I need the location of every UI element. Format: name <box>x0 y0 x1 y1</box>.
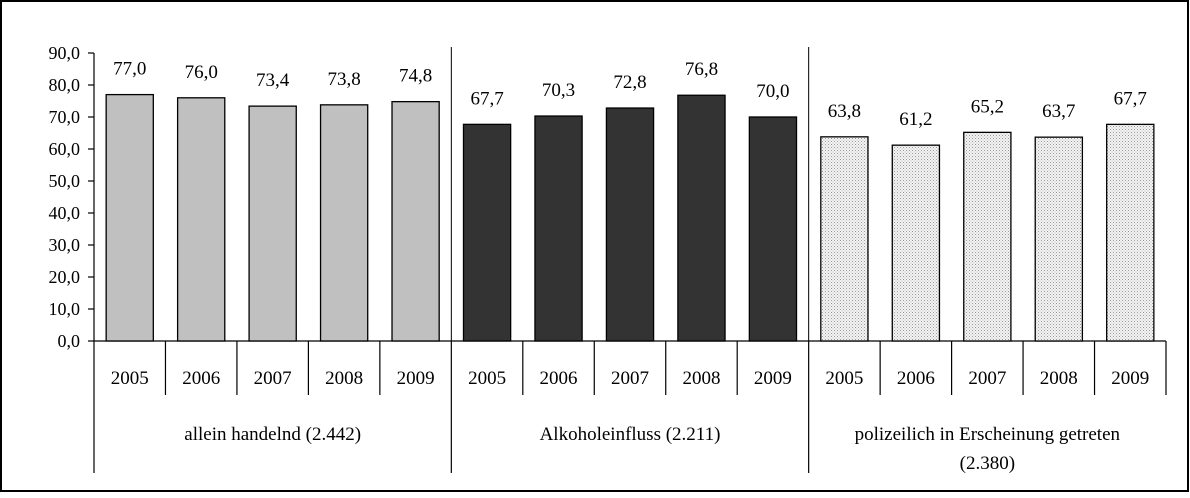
x-tick-label: 2005 <box>825 368 863 389</box>
data-label: 73,8 <box>328 69 361 90</box>
data-label: 61,2 <box>899 109 932 130</box>
bar <box>605 107 655 342</box>
data-label: 65,2 <box>971 96 1004 117</box>
x-tick-label: 2007 <box>611 368 649 389</box>
y-tick-label: 80,0 <box>49 75 81 95</box>
bar <box>391 100 440 342</box>
x-tick-label: 2006 <box>182 368 220 389</box>
y-tick-label: 30,0 <box>49 235 81 255</box>
x-tick-label: 2005 <box>468 368 506 389</box>
bar <box>248 105 297 342</box>
data-label: 76,8 <box>685 59 718 80</box>
group-label: allein handelnd (2.442) <box>184 424 361 445</box>
data-label: 74,8 <box>399 66 432 87</box>
bar <box>534 115 583 342</box>
x-tick-label: 2009 <box>1111 368 1149 389</box>
y-tick-label: 60,0 <box>49 139 81 159</box>
bar <box>1034 136 1084 342</box>
x-tick-label: 2008 <box>682 368 720 389</box>
group-label: (2.380) <box>960 453 1015 474</box>
bar <box>1106 123 1155 342</box>
x-tick-label: 2008 <box>325 368 363 389</box>
bar <box>176 97 226 342</box>
data-label: 63,8 <box>828 101 861 122</box>
group-label: polizeilich in Erscheinung getreten <box>855 424 1121 445</box>
x-tick-label: 2006 <box>897 368 935 389</box>
y-tick-label: 70,0 <box>49 107 81 127</box>
bar <box>891 144 941 342</box>
x-tick-label: 2005 <box>111 368 149 389</box>
data-label: 70,0 <box>756 81 789 102</box>
group-label: Alkoholeinfluss (2.211) <box>540 424 721 445</box>
data-label: 70,3 <box>542 80 575 101</box>
y-tick-label: 40,0 <box>49 203 81 223</box>
data-label: 67,7 <box>470 88 503 109</box>
x-tick-label: 2008 <box>1040 368 1078 389</box>
bar <box>462 123 512 342</box>
bar <box>319 104 369 342</box>
y-tick-label: 10,0 <box>49 299 81 319</box>
bar <box>677 94 726 342</box>
y-tick-label: 90,0 <box>49 43 81 63</box>
x-tick-label: 2006 <box>540 368 578 389</box>
x-tick-label: 2009 <box>754 368 792 389</box>
data-label: 63,7 <box>1042 101 1075 122</box>
bar <box>105 93 154 342</box>
x-tick-label: 2007 <box>254 368 292 389</box>
x-tick-label: 2007 <box>968 368 1006 389</box>
y-tick-label: 50,0 <box>49 171 81 191</box>
data-label: 77,0 <box>113 59 146 80</box>
y-tick-label: 20,0 <box>49 267 81 287</box>
data-label: 72,8 <box>613 72 646 93</box>
bar <box>820 136 869 342</box>
data-label: 73,4 <box>256 70 290 91</box>
x-tick-label: 2009 <box>397 368 435 389</box>
data-label: 67,7 <box>1114 88 1147 109</box>
data-label: 76,0 <box>185 62 218 83</box>
y-tick-label: 0,0 <box>58 331 81 351</box>
bar <box>748 116 798 342</box>
bar <box>963 131 1012 342</box>
